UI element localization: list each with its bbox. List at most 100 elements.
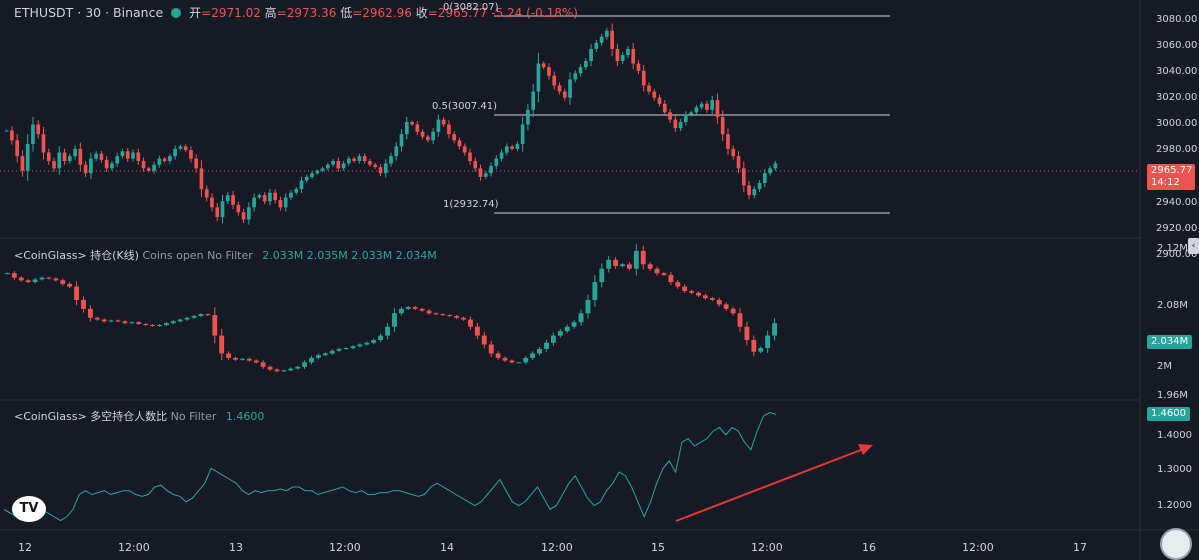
price-candle	[83, 164, 88, 174]
price-candle	[478, 168, 483, 177]
price-candle	[262, 195, 267, 202]
oi-candle	[25, 280, 31, 283]
oi-candle	[60, 280, 66, 284]
oi-candle	[737, 313, 743, 327]
fib-level-1: 1(2932.74)	[443, 199, 499, 210]
price-candle	[46, 152, 51, 162]
price-candle	[705, 103, 709, 110]
price-candle	[626, 48, 630, 55]
price-candle	[715, 100, 720, 118]
oi-candle	[426, 310, 432, 314]
oi-candle	[640, 250, 646, 265]
oi-candle	[108, 320, 114, 322]
low-value: =2962.96	[352, 6, 412, 20]
price-candle	[699, 103, 704, 108]
price-candle	[268, 192, 272, 202]
price-candle	[220, 201, 225, 218]
oi-candle	[412, 307, 418, 309]
oi-candle	[5, 273, 10, 275]
price-candle	[684, 114, 688, 123]
open-value: =2971.02	[201, 6, 261, 20]
price-candle	[115, 156, 120, 164]
ratio-value-badge: 1.4600	[1147, 407, 1190, 421]
open-interest-candles	[5, 244, 777, 373]
oi-candle	[696, 292, 701, 296]
price-candle	[652, 91, 657, 98]
price-candle	[62, 152, 67, 162]
price-candle	[631, 48, 636, 64]
oi-candle	[322, 353, 328, 356]
change-value: -5.24 (-0.18%)	[491, 6, 578, 20]
price-candle	[620, 55, 625, 62]
oi-candle	[233, 357, 238, 360]
tradingview-logo[interactable]: TV	[12, 496, 46, 522]
price-candle	[67, 156, 72, 162]
fibonacci-retracement[interactable]	[494, 15, 890, 214]
ratio-pane-title: <CoinGlass> 多空持仓人数比 No Filter 1.4600	[14, 410, 265, 423]
price-candle	[347, 158, 351, 164]
price-candle	[768, 168, 772, 174]
oi-candle	[398, 308, 404, 314]
oi-candle	[357, 344, 363, 347]
trend-arrow[interactable]	[675, 444, 873, 522]
price-candle	[236, 204, 241, 213]
oi-candle	[385, 326, 390, 336]
oi-candle	[730, 308, 736, 314]
price-candle	[462, 146, 467, 153]
price-candle	[531, 91, 536, 110]
oi-candle	[516, 362, 522, 364]
oi-candle	[550, 335, 556, 343]
oi-candle	[170, 321, 176, 324]
oi-candle	[620, 264, 625, 267]
price-candle	[689, 112, 693, 115]
oi-candle	[53, 278, 59, 281]
price-candle	[257, 195, 262, 198]
price-candle	[341, 163, 346, 169]
oi-candle	[191, 315, 197, 318]
oi-candle	[205, 314, 211, 316]
oi-candle	[115, 320, 121, 322]
price-candle	[294, 189, 299, 193]
oi-candle	[219, 335, 225, 354]
price-candle	[120, 151, 125, 157]
price-candle	[483, 173, 488, 177]
price-candle	[773, 163, 778, 169]
oi-candle	[32, 279, 38, 283]
price-candle	[473, 161, 478, 169]
price-candle	[94, 153, 98, 159]
price-candle	[299, 180, 304, 190]
oi-candle	[723, 304, 729, 309]
price-candle	[194, 158, 199, 169]
oi-candle	[74, 286, 79, 300]
oi-candle	[81, 299, 86, 309]
symbol-header: ETHUSDT · 30 · Binance 开=2971.02 高=2973.…	[14, 5, 578, 20]
oi-candle	[544, 342, 549, 349]
price-candle	[225, 195, 230, 202]
symbol-title[interactable]: ETHUSDT · 30 · Binance	[14, 5, 164, 20]
market-status-dot	[171, 7, 182, 18]
oi-candle	[772, 323, 777, 336]
close-value: =2965.77	[427, 6, 488, 20]
oi-candle	[316, 355, 321, 358]
price-candle	[447, 124, 451, 135]
price-candle	[336, 161, 341, 169]
price-candle	[4, 130, 9, 132]
price-candle	[610, 30, 614, 49]
oi-candle	[184, 317, 190, 320]
price-candle	[399, 134, 404, 147]
oi-candle	[751, 340, 757, 352]
price-candle	[489, 165, 493, 174]
price-candle	[131, 152, 135, 159]
oi-candle	[39, 277, 45, 280]
oi-candle	[163, 323, 169, 325]
oi-candle	[67, 283, 73, 287]
collapse-arrow-icon[interactable]: ‹	[1188, 238, 1199, 254]
oi-candle	[177, 319, 183, 322]
oi-candle	[606, 259, 612, 269]
oi-candle	[11, 273, 17, 278]
price-candle	[152, 164, 156, 171]
price-candle	[710, 100, 715, 110]
oi-candle	[744, 326, 750, 341]
oi-candle	[703, 295, 708, 299]
